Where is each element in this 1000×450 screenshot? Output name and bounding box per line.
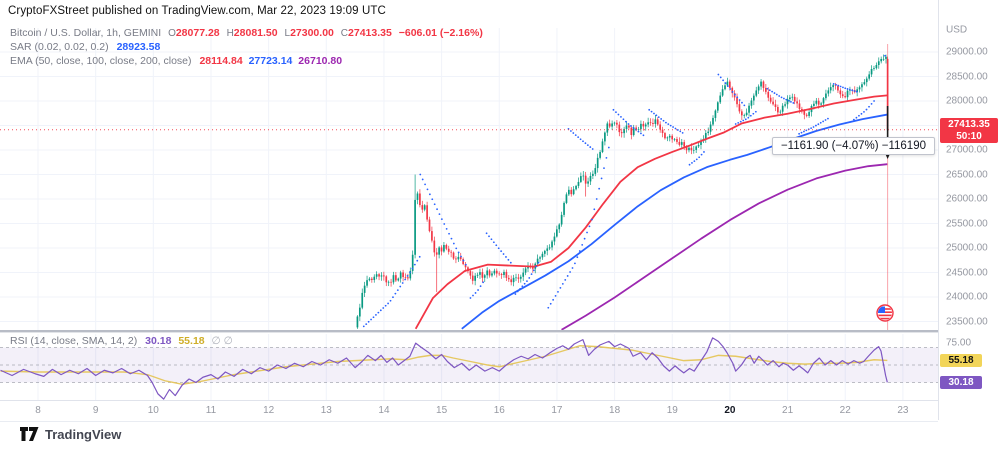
ema50-value: 28114.84 bbox=[199, 55, 243, 67]
price-tick-label: 29000.00 bbox=[946, 46, 988, 58]
ohlc-close-value: 27413.35 bbox=[348, 27, 392, 39]
time-tick-label: 18 bbox=[609, 405, 621, 416]
sar-value: 28923.58 bbox=[116, 41, 161, 53]
change-value: −606.01 (−2.16%) bbox=[398, 27, 483, 39]
rsi-legend-row[interactable]: RSI (14, close, SMA, 14, 2) 30.18 55.18 … bbox=[10, 335, 233, 347]
price-tick-label: 24500.00 bbox=[946, 267, 988, 278]
ohlc-close-label: C bbox=[340, 28, 349, 39]
sar-label: SAR (0.02, 0.02, 0.2) bbox=[10, 41, 109, 53]
bar-countdown: 50:10 bbox=[956, 130, 982, 142]
time-tick-label: 12 bbox=[263, 405, 275, 416]
price-tick-label: 25500.00 bbox=[946, 218, 988, 229]
rsi-hidden-values: ∅ ∅ bbox=[211, 335, 233, 347]
time-tick-label: 15 bbox=[436, 405, 448, 416]
last-price-value: 27413.35 bbox=[948, 119, 990, 130]
price-tick-label: 23500.00 bbox=[946, 316, 988, 327]
ohlc-low-label: L bbox=[284, 28, 291, 39]
ohlc-high-label: H bbox=[226, 28, 234, 39]
ohlc-high-value: 28081.50 bbox=[233, 27, 278, 39]
price-tick-label: 28500.00 bbox=[946, 71, 988, 82]
price-tick-label: 26000.00 bbox=[946, 193, 988, 205]
time-tick-label: 9 bbox=[92, 405, 99, 416]
time-tick-label: 16 bbox=[493, 405, 505, 416]
rsi-sma-badge: 55.18 bbox=[940, 354, 982, 367]
us-flag-icon[interactable] bbox=[876, 304, 894, 322]
rsi-value: 30.18 bbox=[145, 335, 172, 347]
ema100-value: 27723.14 bbox=[248, 55, 293, 67]
price-tick-label: 25000.00 bbox=[946, 242, 988, 254]
tradingview-logo-text: TradingView bbox=[45, 426, 122, 442]
time-tick-label: 20 bbox=[724, 405, 736, 416]
tradingview-logo-icon bbox=[20, 427, 39, 441]
publish-caption: CryptoFXStreet published on TradingView.… bbox=[8, 5, 386, 17]
main-legend: Bitcoin / U.S. Dollar, 1h, GEMINI O28077… bbox=[10, 27, 483, 69]
ohlc-open-value: 28077.28 bbox=[175, 27, 220, 39]
time-tick-label: 23 bbox=[897, 405, 909, 416]
price-tick-label: 24000.00 bbox=[946, 291, 988, 303]
time-tick-label: 21 bbox=[782, 405, 794, 416]
symbol-legend-row[interactable]: Bitcoin / U.S. Dollar, 1h, GEMINI O28077… bbox=[10, 27, 483, 40]
time-tick-label: 10 bbox=[147, 405, 159, 416]
ema200-value: 26710.80 bbox=[298, 55, 343, 67]
price-tick-label: 28000.00 bbox=[946, 95, 988, 107]
time-tick-label: 17 bbox=[551, 405, 563, 416]
last-price-badge: 27413.35 50:10 bbox=[940, 118, 998, 143]
tradingview-logo[interactable]: TradingView bbox=[20, 426, 121, 442]
drop-measure-tooltip: −1161.90 (−4.07%) −116190 bbox=[771, 137, 935, 155]
ema-legend-row[interactable]: EMA (50, close, 100, close, 200, close) … bbox=[10, 55, 483, 68]
price-tick-label: 26500.00 bbox=[946, 169, 988, 180]
time-axis[interactable]: 8 9 10 11 12 13 14 15 16 17 18 19 20 21 22 23 bbox=[0, 400, 938, 422]
price-axis[interactable]: USD 29000.0028500.0028000.0027500.002700… bbox=[938, 0, 1000, 420]
time-tick-label: 19 bbox=[666, 405, 678, 416]
rsi-value-badge: 30.18 bbox=[940, 376, 982, 389]
sar-legend-row[interactable]: SAR (0.02, 0.02, 0.2) 28923.58 bbox=[10, 41, 483, 54]
price-tick-label: 27000.00 bbox=[946, 144, 988, 156]
time-tick-label: 13 bbox=[320, 405, 332, 416]
ema-label: EMA (50, close, 100, close, 200, close) bbox=[10, 55, 192, 67]
rsi-label: RSI (14, close, SMA, 14, 2) bbox=[10, 335, 138, 347]
symbol-title: Bitcoin / U.S. Dollar, 1h, GEMINI bbox=[10, 27, 162, 39]
time-tick-label: 22 bbox=[839, 405, 851, 416]
time-tick-label: 8 bbox=[35, 405, 41, 416]
currency-label: USD bbox=[946, 24, 968, 36]
time-tick-label: 11 bbox=[205, 405, 217, 416]
chart-canvas[interactable] bbox=[0, 0, 938, 420]
rsi-sma-value: 55.18 bbox=[178, 335, 205, 347]
rsi-axis-tick: 75.00 bbox=[946, 337, 972, 349]
ohlc-open-label: O bbox=[168, 28, 176, 39]
ohlc-low-value: 27300.00 bbox=[290, 27, 334, 39]
time-tick-label: 14 bbox=[378, 405, 390, 416]
